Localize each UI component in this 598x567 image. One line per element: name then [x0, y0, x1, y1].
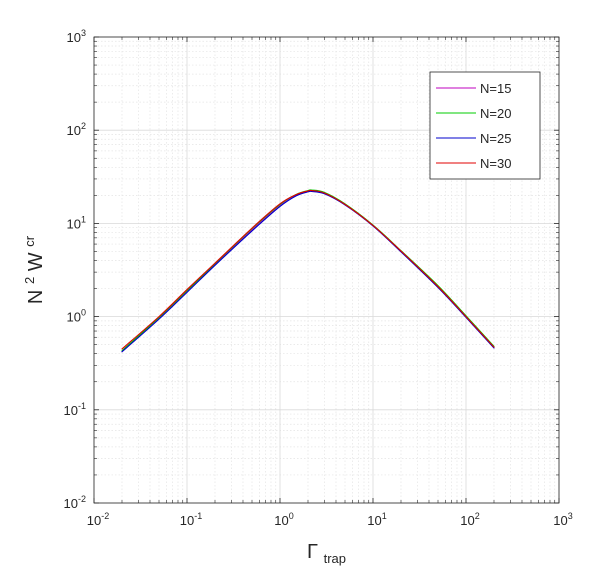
- y-axis-label: N 2 W cr: [17, 235, 47, 304]
- x-tick-label-base: 10: [87, 513, 101, 528]
- x-tick-labels: 10-2 10-1 100 101 102 103: [87, 511, 573, 528]
- legend-entry: N=25: [436, 131, 511, 146]
- y-axis-label-middle: W: [25, 252, 47, 271]
- y-tick-label-base: 10: [67, 216, 81, 231]
- y-tick-label-exponent: -1: [78, 401, 86, 411]
- y-tick-label-exponent: 1: [81, 214, 86, 224]
- y-tick-label-exponent: 0: [81, 308, 86, 318]
- y-tick-label: 10-2: [64, 494, 86, 511]
- y-tick-label-exponent: -2: [78, 494, 86, 504]
- y-tick-label: 103: [67, 28, 86, 45]
- y-axis-label-superscript-2: cr: [22, 235, 37, 247]
- x-tick-label-base: 10: [274, 513, 288, 528]
- x-tick-label-exponent: -2: [101, 511, 109, 521]
- y-tick-label-base: 10: [64, 403, 78, 418]
- y-tick-label-base: 10: [67, 310, 81, 325]
- legend-label: N=15: [480, 81, 511, 96]
- x-tick-label: 10-1: [180, 511, 202, 528]
- x-tick-label: 103: [553, 511, 572, 528]
- x-tick-label-exponent: 3: [568, 511, 573, 521]
- x-tick-label-base: 10: [460, 513, 474, 528]
- x-axis-label-base: Γ: [307, 541, 318, 563]
- y-tick-label: 101: [67, 214, 86, 231]
- legend-label: N=25: [480, 131, 511, 146]
- series-line-n-30: [121, 189, 495, 350]
- legend-label: N=30: [480, 156, 511, 171]
- legend-box: [429, 71, 541, 180]
- y-axis-label-base: N: [25, 290, 47, 304]
- y-tick-label: 102: [67, 121, 86, 138]
- legend-entry: N=30: [436, 156, 511, 171]
- x-tick-label-exponent: 1: [382, 511, 387, 521]
- axis-ticks: [93, 36, 560, 504]
- x-axis-label: Γ trap: [307, 541, 346, 566]
- series-line-n-25: [121, 190, 495, 353]
- x-tick-label: 101: [367, 511, 386, 528]
- x-axis-label-subscript: trap: [324, 551, 346, 566]
- x-tick-label: 10-2: [87, 511, 109, 528]
- x-tick-label-exponent: 0: [289, 511, 294, 521]
- legend-entry: N=20: [436, 106, 511, 121]
- legend: N=15 N=20 N=25 N=30: [429, 71, 541, 180]
- plot-frame: [93, 36, 560, 504]
- y-tick-label-exponent: 3: [81, 28, 86, 38]
- y-tick-label-base: 10: [64, 496, 78, 511]
- x-tick-label-base: 10: [553, 513, 567, 528]
- x-tick-label: 102: [460, 511, 479, 528]
- y-axis-label-superscript-1: 2: [22, 277, 37, 284]
- y-tick-label-base: 10: [67, 123, 81, 138]
- y-tick-label: 100: [67, 308, 86, 325]
- x-tick-label-base: 10: [180, 513, 194, 528]
- y-tick-label: 10-1: [64, 401, 86, 418]
- series-lines: [121, 189, 495, 353]
- x-tick-label-exponent: -1: [194, 511, 202, 521]
- legend-label: N=20: [480, 106, 511, 121]
- x-tick-label-base: 10: [367, 513, 381, 528]
- x-tick-label-exponent: 2: [475, 511, 480, 521]
- y-tick-label-exponent: 2: [81, 121, 86, 131]
- x-tick-label: 100: [274, 511, 293, 528]
- y-tick-label-base: 10: [67, 30, 81, 45]
- legend-entry: N=15: [436, 81, 511, 96]
